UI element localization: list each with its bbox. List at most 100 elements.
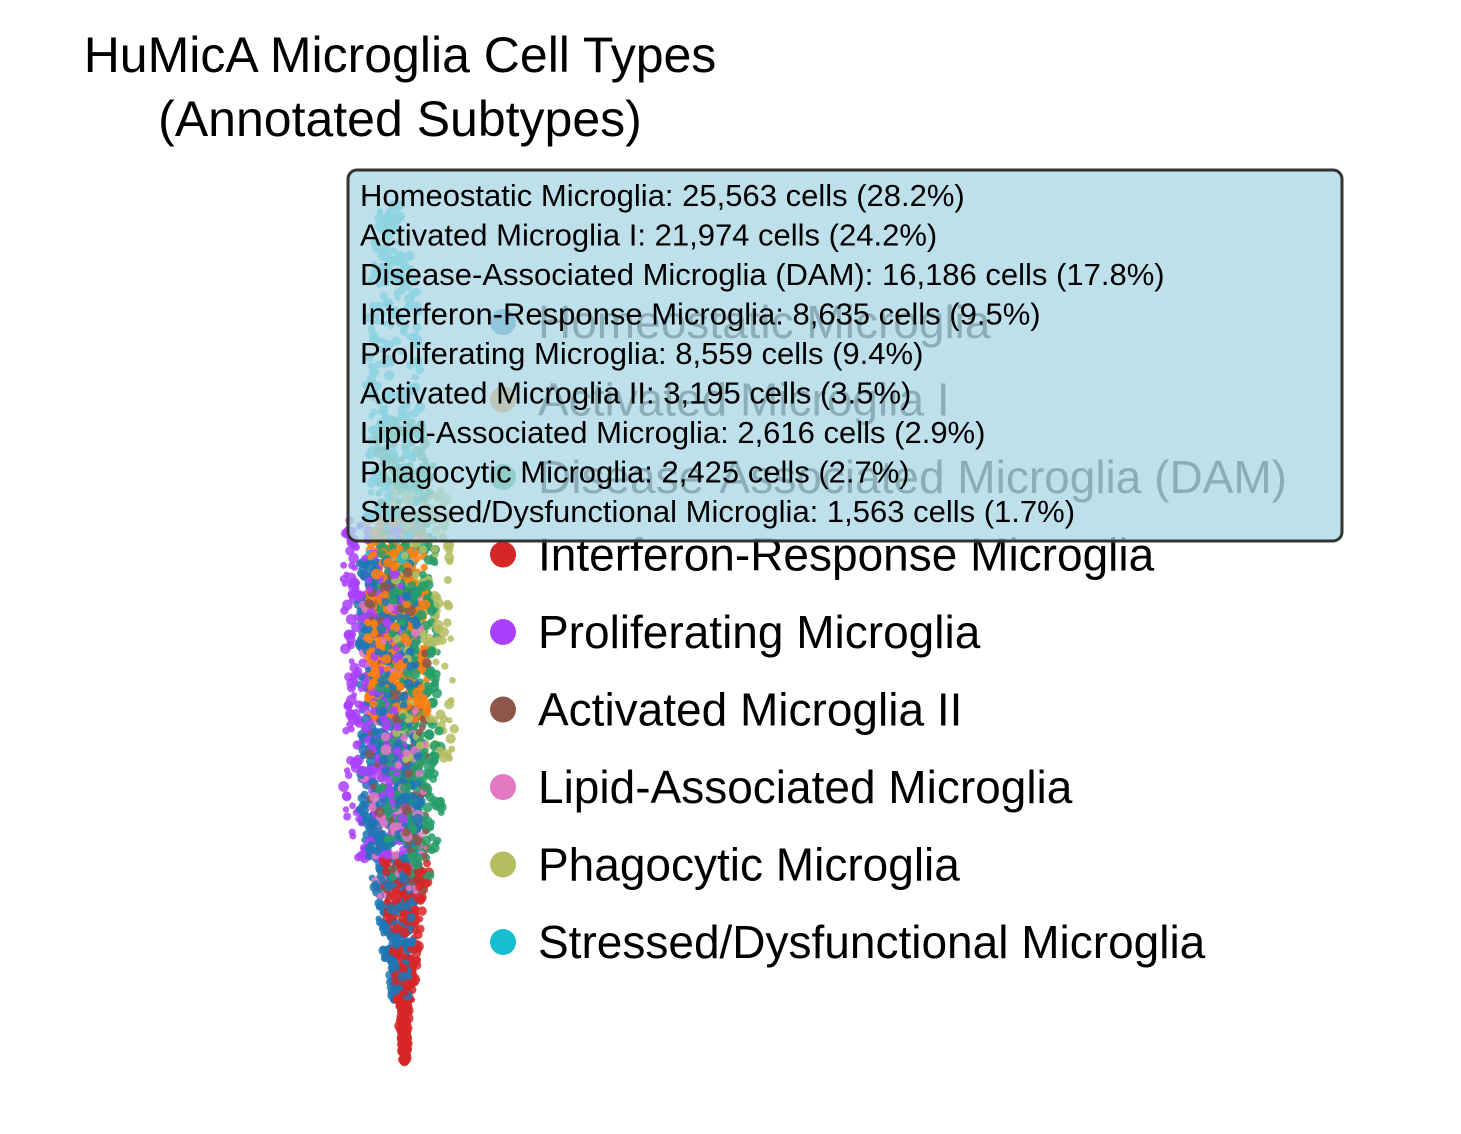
- scatter-point: [370, 628, 379, 637]
- scatter-point: [381, 654, 392, 664]
- scatter-point: [413, 838, 422, 846]
- scatter-point: [398, 873, 409, 884]
- scatter-point: [402, 989, 410, 996]
- scatter-point: [432, 658, 440, 666]
- scatter-point: [412, 621, 420, 630]
- scatter-point: [343, 629, 355, 641]
- scatter-point: [392, 746, 402, 756]
- scatter-point: [401, 827, 411, 837]
- legend-marker: [490, 851, 516, 878]
- scatter-point: [370, 700, 378, 708]
- scatter-point: [377, 772, 388, 783]
- scatter-point: [348, 553, 360, 564]
- scatter-point: [419, 570, 427, 579]
- scatter-point: [406, 946, 414, 953]
- scatter-point: [397, 1006, 406, 1015]
- legend-entry: Proliferating Microglia: [490, 606, 981, 658]
- scatter-point: [420, 563, 428, 572]
- scatter-point: [391, 775, 399, 784]
- scatter-point: [371, 663, 379, 670]
- scatter-point: [446, 755, 453, 762]
- scatter-point: [425, 792, 435, 802]
- scatter-point: [340, 643, 351, 655]
- scatter-point: [421, 651, 428, 658]
- legend-entry: Lipid-Associated Microglia: [490, 761, 1073, 813]
- scatter-point: [357, 765, 368, 777]
- scatter-point: [380, 638, 387, 645]
- scatter-point: [375, 917, 385, 927]
- scatter-point: [407, 937, 417, 946]
- scatter-point: [409, 668, 421, 680]
- scatter-point: [402, 567, 413, 578]
- scatter-point: [344, 672, 354, 682]
- scatter-point: [345, 572, 357, 584]
- scatter-point: [447, 635, 455, 642]
- scatter-point: [404, 769, 414, 778]
- chart-title-line-2: (Annotated Subtypes): [158, 91, 642, 147]
- scatter-point: [343, 812, 352, 821]
- scatter-point: [398, 777, 405, 784]
- scatter-point: [411, 858, 423, 870]
- scatter-point: [400, 552, 409, 560]
- scatter-point: [439, 715, 449, 724]
- scatter-point: [389, 841, 396, 848]
- scatter-point: [401, 861, 409, 869]
- scatter-point: [427, 846, 436, 855]
- scatter-point: [345, 771, 353, 780]
- scatter-point: [423, 761, 435, 772]
- scatter-point: [415, 728, 423, 736]
- scatter-point: [388, 629, 397, 638]
- scatter-point: [404, 1004, 411, 1012]
- scatter-point: [346, 721, 354, 729]
- scatter-point: [445, 547, 454, 555]
- scatter-point: [343, 701, 352, 710]
- legend-marker: [490, 774, 516, 800]
- scatter-point: [425, 870, 435, 881]
- scatter-point: [413, 893, 424, 904]
- scatter-point: [381, 598, 390, 607]
- scatter-point: [375, 864, 383, 872]
- scatter-point: [398, 691, 409, 702]
- scatter-point: [415, 769, 424, 777]
- scatter-point: [399, 701, 408, 710]
- scatter-point: [361, 678, 371, 687]
- scatter-point: [411, 638, 419, 646]
- stats-line: Interferon-Response Microglia: 8,635 cel…: [360, 297, 1041, 332]
- scatter-point: [366, 756, 376, 767]
- scatter-point: [361, 801, 370, 810]
- scatter-point: [369, 792, 380, 803]
- scatter-point: [399, 927, 410, 938]
- scatter-point: [382, 719, 392, 730]
- scatter-point: [384, 881, 394, 891]
- scatter-point: [400, 782, 411, 794]
- scatter-point: [382, 926, 392, 936]
- scatter-point: [342, 806, 350, 813]
- scatter-point: [379, 819, 389, 828]
- scatter-point: [390, 984, 401, 995]
- cell-count-stats-box: Homeostatic Microglia: 25,563 cells (28.…: [346, 168, 1344, 543]
- scatter-point: [368, 679, 378, 688]
- scatter-point: [378, 700, 386, 708]
- legend-marker: [490, 541, 516, 568]
- scatter-point: [374, 648, 382, 656]
- scatter-point: [392, 994, 403, 1005]
- scatter-point: [384, 786, 395, 797]
- scatter-point: [412, 687, 423, 699]
- scatter-point: [386, 604, 394, 613]
- scatter-point: [342, 727, 350, 735]
- scatter-point: [449, 677, 456, 684]
- scatter-point: [397, 582, 404, 590]
- scatter-point: [358, 565, 367, 575]
- scatter-point: [402, 1012, 414, 1024]
- scatter-point: [339, 575, 348, 584]
- scatter-point: [423, 555, 434, 565]
- scatter-point: [395, 901, 406, 912]
- scatter-point: [410, 628, 420, 638]
- scatter-point: [445, 733, 456, 744]
- scatter-point: [378, 680, 386, 688]
- stats-line: Activated Microglia II: 3,195 cells (3.5…: [360, 376, 911, 411]
- scatter-point: [365, 585, 373, 593]
- scatter-point: [417, 581, 429, 592]
- scatter-point: [421, 658, 432, 668]
- scatter-point: [374, 807, 385, 818]
